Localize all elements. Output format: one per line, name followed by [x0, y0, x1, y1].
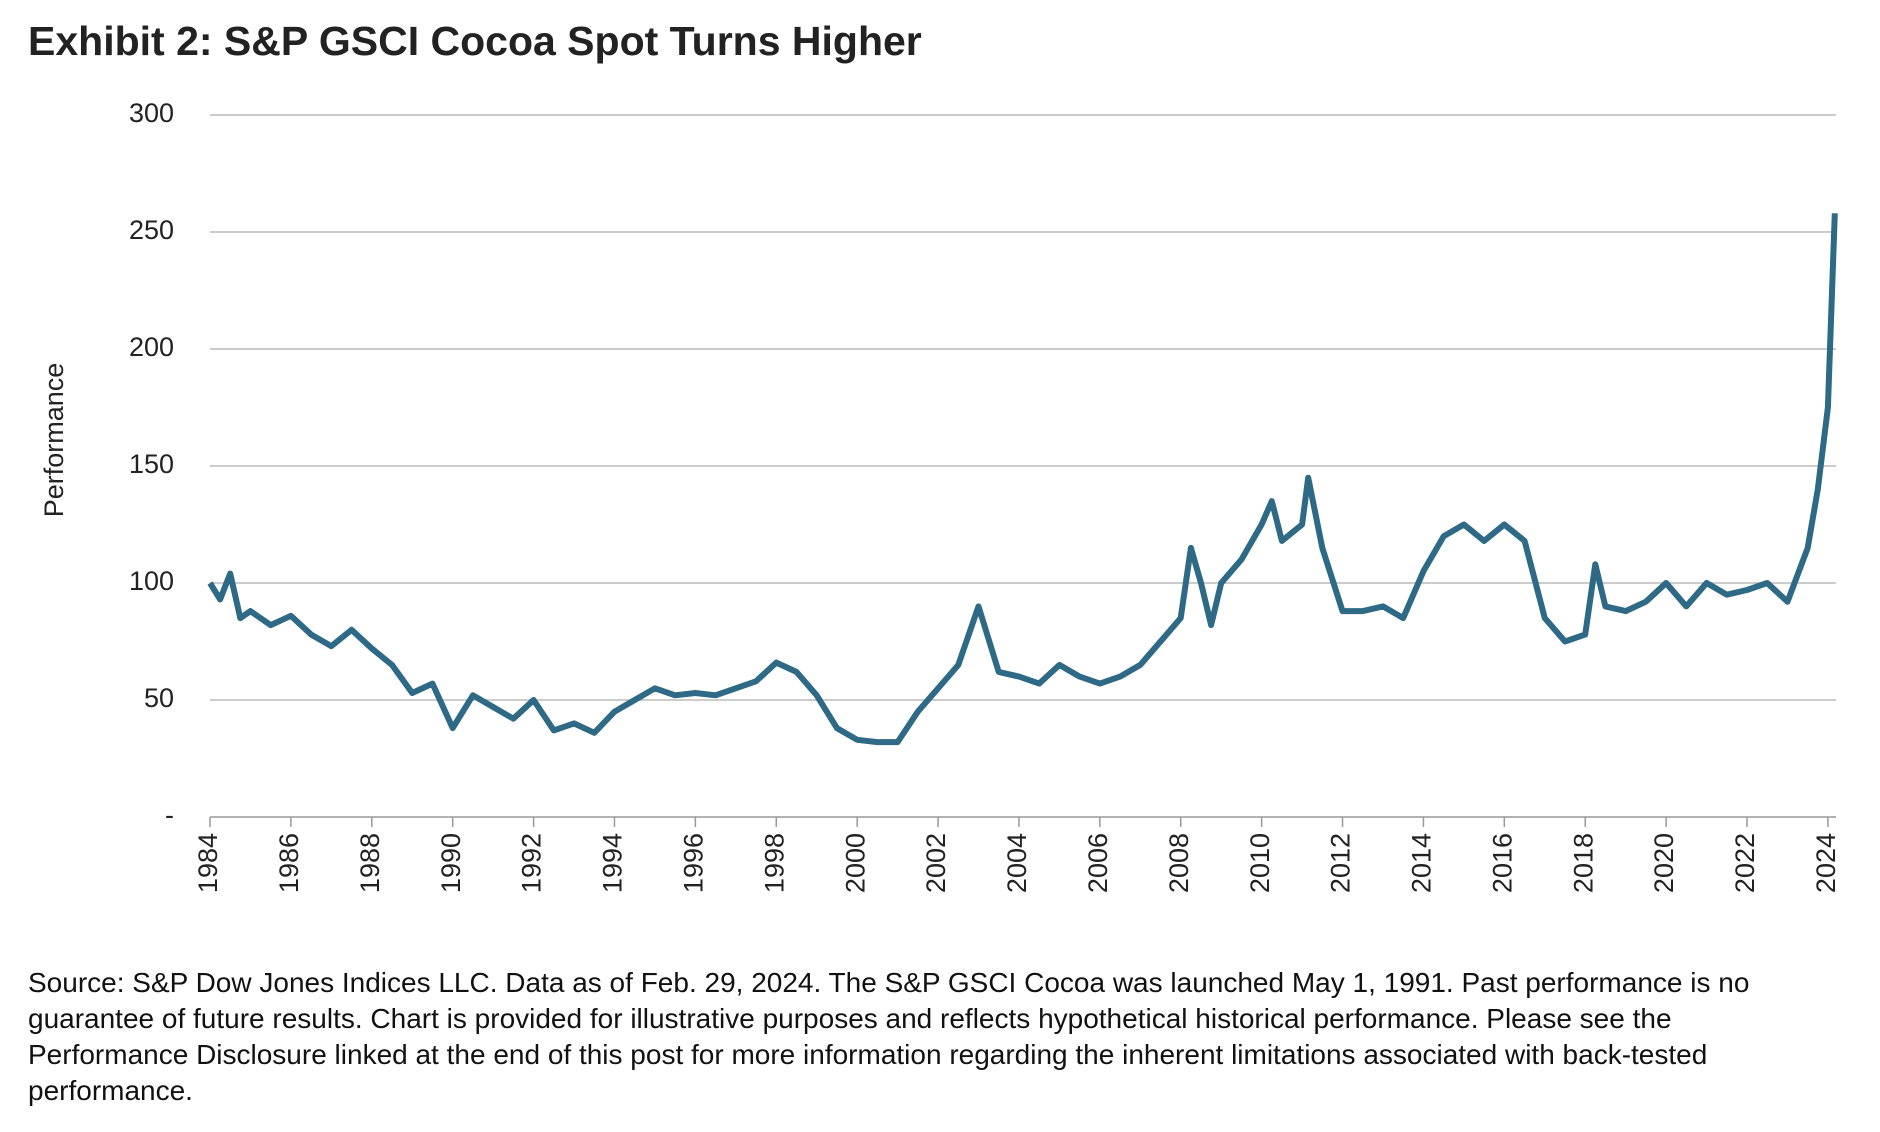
x-tick-label: 2004 [1002, 833, 1032, 893]
x-tick-label: 2010 [1245, 833, 1275, 893]
x-tick-label: 2016 [1487, 833, 1517, 893]
x-tick-label: 2006 [1083, 833, 1113, 893]
y-tick-label: 250 [129, 215, 174, 245]
y-tick-label: 50 [144, 683, 174, 713]
y-tick-label: 100 [129, 566, 174, 596]
x-tick-label: 2000 [840, 833, 870, 893]
x-tick-label: 2008 [1164, 833, 1194, 893]
x-tick-label: 2024 [1811, 833, 1841, 893]
data-line [207, 213, 1838, 746]
y-axis-label: Performance [39, 363, 69, 518]
x-tick-label: 1992 [517, 833, 547, 893]
x-tick-label: 2022 [1730, 833, 1760, 893]
y-tick-label: 150 [129, 449, 174, 479]
y-tick-label: 200 [129, 332, 174, 362]
y-tick-label: 300 [129, 98, 174, 128]
x-tick-label: 1988 [355, 833, 385, 893]
x-tick-label: 1998 [759, 833, 789, 893]
chart: Exhibit 2: S&P GSCI Cocoa Spot Turns Hig… [28, 18, 1841, 893]
x-tick-label: 2012 [1326, 833, 1356, 893]
x-tick-label: 1984 [193, 833, 223, 893]
x-tick-label: 1996 [678, 833, 708, 893]
y-tick-label: - [165, 800, 174, 830]
x-tick-label: 1994 [598, 833, 628, 893]
x-tick-label: 1990 [436, 833, 466, 893]
source-note: Source: S&P Dow Jones Indices LLC. Data … [28, 967, 1750, 1106]
x-tick-label: 2002 [921, 833, 951, 893]
x-tick-label: 2020 [1649, 833, 1679, 893]
x-tick-label: 2014 [1407, 833, 1437, 893]
x-tick-label: 1986 [274, 833, 304, 893]
chart-title: Exhibit 2: S&P GSCI Cocoa Spot Turns Hig… [28, 18, 922, 64]
x-tick-label: 2018 [1568, 833, 1598, 893]
